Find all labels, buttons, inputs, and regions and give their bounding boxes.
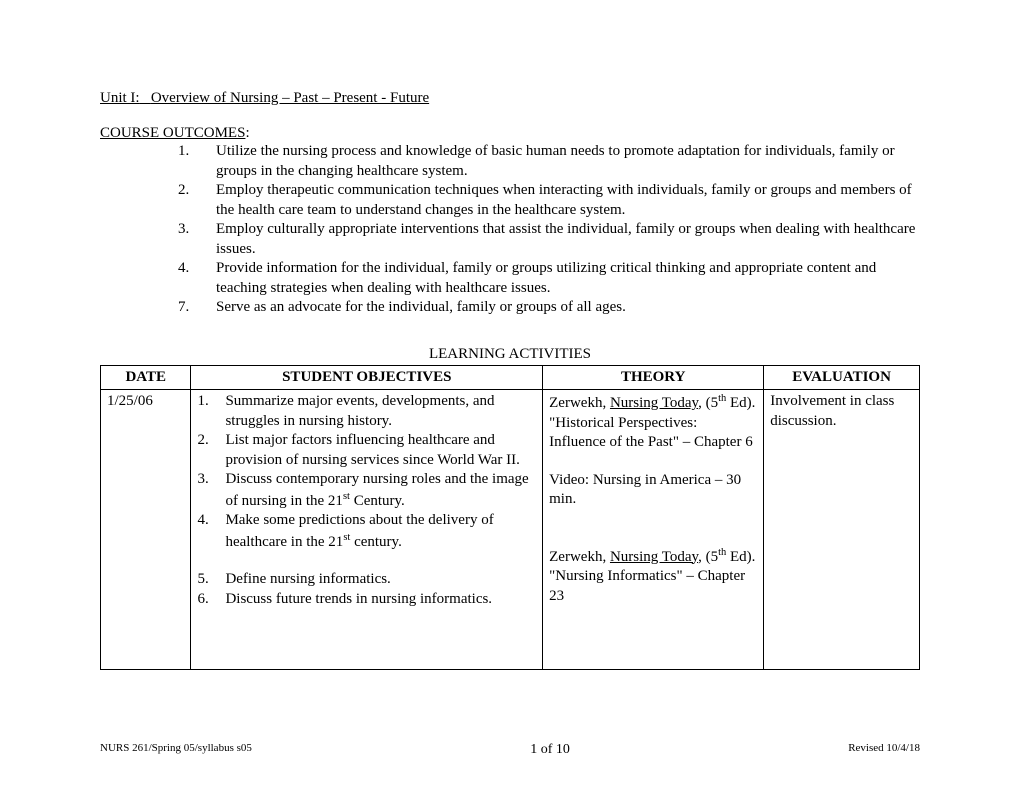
objective-text: Summarize major events, developments, an… bbox=[225, 392, 536, 431]
header-objectives: STUDENT OBJECTIVES bbox=[191, 365, 543, 390]
outcome-text: Employ therapeutic communication techniq… bbox=[216, 181, 920, 220]
theory-ref-1: Zerwekh, Nursing Today, (5th Ed). bbox=[549, 392, 757, 414]
outcome-item: 1.Utilize the nursing process and knowle… bbox=[178, 142, 920, 181]
objective-num: 4. bbox=[197, 511, 225, 552]
footer-left: NURS 261/Spring 05/syllabus s05 bbox=[100, 742, 252, 758]
cell-evaluation: Involvement in class discussion. bbox=[764, 390, 920, 670]
objective-text: List major factors influencing healthcar… bbox=[225, 431, 536, 470]
book-title: Nursing Today bbox=[610, 549, 698, 565]
theory-ref-2: Zerwekh, Nursing Today, (5th Ed). bbox=[549, 546, 757, 568]
objective-num: 2. bbox=[197, 431, 225, 470]
cell-objectives: 1.Summarize major events, developments, … bbox=[191, 390, 543, 670]
table-header-row: DATE STUDENT OBJECTIVES THEORY EVALUATIO… bbox=[101, 365, 920, 390]
objective-text: Make some predictions about the delivery… bbox=[225, 511, 536, 552]
outcome-item: 7.Serve as an advocate for the individua… bbox=[178, 298, 920, 318]
spacer bbox=[549, 453, 757, 471]
outcome-text: Employ culturally appropriate interventi… bbox=[216, 220, 920, 259]
footer: NURS 261/Spring 05/syllabus s05 1 of 10 … bbox=[100, 742, 920, 758]
objective-item: 3.Discuss contemporary nursing roles and… bbox=[197, 470, 536, 511]
book-title: Nursing Today bbox=[610, 395, 698, 411]
outcome-num: 3. bbox=[178, 220, 216, 259]
activities-heading: LEARNING ACTIVITIES bbox=[100, 346, 920, 363]
outcome-text: Provide information for the individual, … bbox=[216, 259, 920, 298]
objective-item: 1.Summarize major events, developments, … bbox=[197, 392, 536, 431]
unit-title: Unit I: Overview of Nursing – Past – Pre… bbox=[100, 90, 920, 107]
theory-chapter-2: "Nursing Informatics" – Chapter 23 bbox=[549, 567, 757, 606]
course-outcomes-section: COURSE OUTCOMES: 1.Utilize the nursing p… bbox=[100, 125, 920, 318]
table-row: 1/25/06 1.Summarize major events, develo… bbox=[101, 390, 920, 670]
header-theory: THEORY bbox=[543, 365, 764, 390]
footer-right: Revised 10/4/18 bbox=[848, 742, 920, 758]
outcome-item: 3.Employ culturally appropriate interven… bbox=[178, 220, 920, 259]
unit-prefix: Unit I: bbox=[100, 90, 140, 106]
objective-item: 5.Define nursing informatics. bbox=[197, 570, 536, 590]
objective-num: 3. bbox=[197, 470, 225, 511]
header-evaluation: EVALUATION bbox=[764, 365, 920, 390]
cell-theory: Zerwekh, Nursing Today, (5th Ed). "Histo… bbox=[543, 390, 764, 670]
outcome-item: 4.Provide information for the individual… bbox=[178, 259, 920, 298]
objectives-list: 5.Define nursing informatics. 6.Discuss … bbox=[197, 570, 536, 609]
theory-video: Video: Nursing in America – 30 min. bbox=[549, 471, 757, 510]
theory-chapter-1: "Historical Perspectives: Influence of t… bbox=[549, 414, 757, 453]
spacer bbox=[549, 510, 757, 546]
objective-num: 1. bbox=[197, 392, 225, 431]
objective-item: 6.Discuss future trends in nursing infor… bbox=[197, 590, 536, 610]
objectives-list: 1.Summarize major events, developments, … bbox=[197, 392, 536, 552]
outcome-num: 1. bbox=[178, 142, 216, 181]
objective-item: 4.Make some predictions about the delive… bbox=[197, 511, 536, 552]
outcome-num: 7. bbox=[178, 298, 216, 318]
outcome-num: 4. bbox=[178, 259, 216, 298]
outcomes-list: 1.Utilize the nursing process and knowle… bbox=[100, 142, 920, 318]
outcomes-heading: COURSE OUTCOMES bbox=[100, 125, 245, 141]
activities-table: DATE STUDENT OBJECTIVES THEORY EVALUATIO… bbox=[100, 365, 920, 671]
unit-title-text: Overview of Nursing – Past – Present - F… bbox=[151, 90, 429, 106]
outcome-text: Serve as an advocate for the individual,… bbox=[216, 298, 626, 318]
outcome-num: 2. bbox=[178, 181, 216, 220]
cell-date: 1/25/06 bbox=[101, 390, 191, 670]
outcome-item: 2.Employ therapeutic communication techn… bbox=[178, 181, 920, 220]
outcome-text: Utilize the nursing process and knowledg… bbox=[216, 142, 920, 181]
objective-text: Discuss future trends in nursing informa… bbox=[225, 590, 492, 610]
objective-num: 5. bbox=[197, 570, 225, 590]
spacer bbox=[197, 552, 536, 570]
objective-text: Define nursing informatics. bbox=[225, 570, 390, 590]
objective-num: 6. bbox=[197, 590, 225, 610]
objective-item: 2.List major factors influencing healthc… bbox=[197, 431, 536, 470]
footer-center: 1 of 10 bbox=[530, 742, 570, 758]
header-date: DATE bbox=[101, 365, 191, 390]
objective-text: Discuss contemporary nursing roles and t… bbox=[225, 470, 536, 511]
